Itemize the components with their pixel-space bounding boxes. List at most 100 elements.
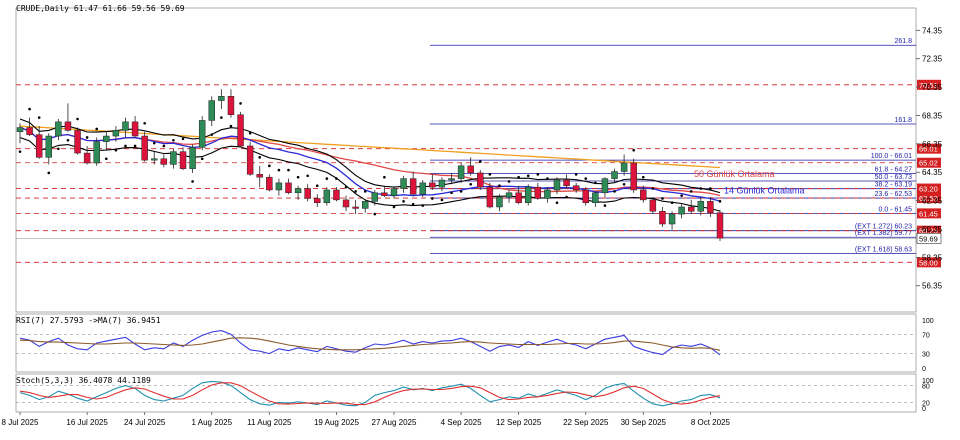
candle-body [419, 182, 426, 195]
candle-body [294, 188, 302, 194]
candle-body [390, 188, 398, 196]
price-tick-label: 62.35 [922, 197, 943, 206]
red-level-tag [917, 225, 941, 236]
time-tick-label: 12 Sep 2025 [496, 418, 542, 427]
rsi-label: RSI(7) 27.5793 [16, 316, 84, 325]
candle-body [342, 199, 350, 208]
price-axis: 74.35 72.35 70.35 68.35 66.35 64.35 62.35 60.35… [916, 26, 943, 291]
candle-body [26, 127, 33, 135]
sar-dot [651, 187, 655, 190]
sar-dot [287, 168, 290, 172]
candle-body [688, 206, 695, 212]
sar-dot [95, 127, 99, 131]
candle-body [227, 96, 235, 116]
candle-body [620, 162, 628, 172]
red-level-label: 58.00 [919, 258, 938, 267]
red-level-tag [917, 193, 941, 204]
stoch-panel-frame [15, 373, 917, 413]
time-tick-label: 24 Jul 2025 [124, 418, 166, 427]
stoch-tick-label: 100 [922, 378, 934, 385]
candle-body [74, 130, 81, 154]
candle-body [438, 179, 446, 188]
candle-body [198, 120, 206, 148]
sar-dot [85, 136, 89, 139]
sar-dot [143, 121, 146, 125]
candle-body [486, 186, 494, 208]
sar-dot [469, 182, 472, 186]
moving-averages: 50 Günlük Ortalama 14 Günlük Ortalama [18, 102, 805, 216]
sar-dot [661, 197, 664, 200]
sar-dot [306, 174, 309, 178]
sar-dot [210, 133, 214, 136]
sar-dot [709, 187, 712, 190]
sar-dot [57, 147, 60, 151]
candle-body [170, 151, 177, 165]
red-level-tag [917, 208, 941, 219]
sar-dot [37, 116, 41, 119]
levels-layer: 261.8 161.8 100.0 - 66.01 61.8 - 64.2750.0 … [16, 38, 941, 268]
time-tick-label: 30 Sep 2025 [621, 418, 667, 427]
red-level-tag [917, 157, 941, 168]
rsi-ma-label: ->MA(7) 36.9451 [88, 316, 161, 325]
candle-body [333, 189, 340, 201]
red-level-tag [917, 143, 941, 154]
candle-body [218, 96, 225, 101]
red-level-label: 65.02 [919, 159, 938, 168]
red-level-label: 61.45 [919, 209, 938, 218]
sar-dot [584, 177, 588, 180]
candle-body [534, 186, 542, 199]
chart-header: CRUDE,Daily 61.47 61.66 59.56 59.69 [16, 4, 185, 13]
sar-dot [594, 181, 597, 185]
fib-level-label: 161.8 [894, 117, 912, 124]
candle-body [16, 127, 24, 133]
current-price-label: 59.69 [919, 234, 938, 243]
sar-dot [670, 201, 674, 205]
candle-body [448, 178, 455, 181]
price-tick-label: 58.35 [922, 253, 943, 262]
candle-body [179, 151, 187, 169]
fib-level-label: 100.0 - 66.01 [871, 153, 912, 160]
stoch-header: Stoch(5,3,3) 36.4078 44.1189 [16, 376, 151, 385]
candle-body [649, 199, 657, 212]
time-tick-label: 22 Sep 2025 [563, 418, 609, 427]
price-tick-label: 72.35 [922, 55, 943, 64]
candle-body [668, 213, 676, 225]
candle-body [524, 186, 532, 203]
sar-dot [517, 175, 520, 179]
sar-dot [47, 171, 51, 175]
sar-dot [498, 184, 501, 188]
sar-dot [76, 117, 79, 121]
candle-body [381, 192, 388, 196]
sar-dot [613, 190, 616, 193]
candle-body [429, 182, 436, 188]
sar-dot [18, 150, 22, 153]
sar-dot [200, 157, 204, 161]
candle-body [64, 121, 72, 131]
price-tick-label: 74.35 [922, 26, 943, 35]
candle-body [189, 147, 196, 169]
sar-dot [392, 205, 396, 209]
sar-dot [622, 182, 626, 186]
sar-dot [363, 190, 367, 193]
candle-body [122, 121, 129, 131]
candle-body [611, 171, 618, 179]
sar-dot [105, 157, 108, 161]
candle-body [237, 114, 244, 147]
rsi-tick-label: 0 [922, 366, 926, 373]
sar-dot [354, 190, 357, 193]
sar-dot [325, 177, 329, 180]
candle-body [601, 178, 609, 194]
time-tick-label: 8 Oct 2025 [691, 418, 731, 427]
rsi-tick-label: 100 [922, 318, 934, 325]
sar-dot [555, 201, 559, 205]
candle-body [304, 188, 311, 199]
price-tick-label: 64.35 [922, 168, 943, 177]
candle-body [716, 212, 724, 239]
rsi-panel-frame [15, 313, 917, 373]
rsi-line [19, 330, 721, 356]
sar-dot [258, 156, 262, 159]
sar-dot [459, 190, 463, 193]
red-level-label: 70.51 [919, 81, 938, 90]
sar-dot [680, 194, 683, 197]
